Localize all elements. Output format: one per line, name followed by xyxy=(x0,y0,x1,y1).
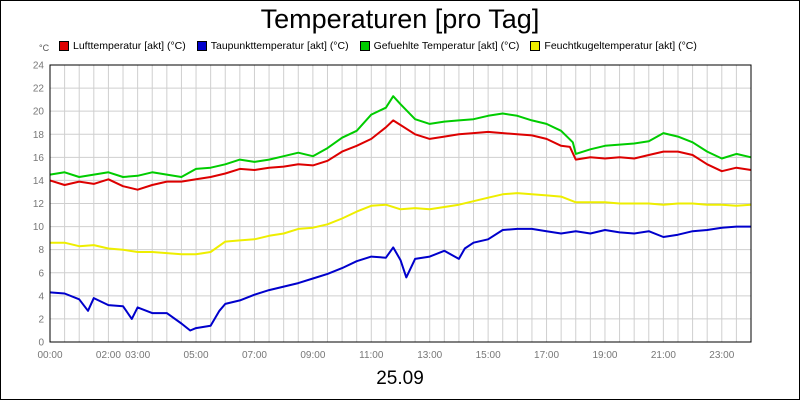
x-tick-label: 09:00 xyxy=(300,350,325,361)
series-line-3 xyxy=(50,192,752,256)
legend-item-feuchtkugeltemperatur: Feuchtkugeltemperatur [akt] (°C) xyxy=(530,40,697,52)
legend-label-feuchtkugeltemperatur: Feuchtkugeltemperatur [akt] (°C) xyxy=(544,40,697,52)
y-tick-label: 12 xyxy=(33,199,45,210)
legend-label-taupunkttemperatur: Taupunkttemperatur [akt] (°C) xyxy=(210,40,349,52)
x-tick-label: 19:00 xyxy=(592,350,617,361)
y-tick-label: 22 xyxy=(33,84,45,95)
x-tick-label: 05:00 xyxy=(184,350,209,361)
plot-border xyxy=(49,64,752,343)
legend-item-lufttemperatur: Lufttemperatur [akt] (°C) xyxy=(59,40,186,52)
x-axis-date-label: 25.09 xyxy=(376,368,424,389)
y-tick-label: 20 xyxy=(33,107,45,118)
y-tick-label: 10 xyxy=(33,222,45,233)
x-tick-label: 21:00 xyxy=(651,350,676,361)
x-tick-label: 15:00 xyxy=(476,350,501,361)
series-line-0 xyxy=(49,119,752,191)
x-tick-label: 13:00 xyxy=(417,350,442,361)
legend-swatch-taupunkttemperatur xyxy=(196,41,207,51)
y-tick-label: 4 xyxy=(38,291,44,302)
legend-label-gefuehlte-temperatur: Gefuehlte Temperatur [akt] (°C) xyxy=(373,40,520,52)
y-tick-label: 6 xyxy=(38,268,44,279)
y-tick-label: 8 xyxy=(38,245,44,256)
y-axis-unit-label: °C xyxy=(39,43,50,53)
chart-title: Temperaturen [pro Tag] xyxy=(260,4,540,34)
legend-swatch-lufttemperatur xyxy=(59,41,69,51)
y-tick-label: 14 xyxy=(33,176,45,187)
legend-swatch-feuchtkugeltemperatur xyxy=(530,41,541,51)
y-tick-label: 24 xyxy=(33,61,45,72)
y-tick-label: 18 xyxy=(33,130,45,141)
y-tick-label: 16 xyxy=(33,153,45,164)
legend-swatch-gefuehlte-temperatur xyxy=(359,41,370,51)
x-tick-label: 00:00 xyxy=(37,350,62,361)
series-line-2 xyxy=(49,95,752,178)
legend-item-taupunkttemperatur: Taupunkttemperatur [akt] (°C) xyxy=(196,40,349,52)
legend-label-lufttemperatur: Lufttemperatur [akt] (°C) xyxy=(73,40,186,52)
y-tick-label: 2 xyxy=(38,314,44,325)
x-tick-label: 11:00 xyxy=(359,350,384,361)
series-line-1 xyxy=(49,225,751,332)
y-tick-label: 0 xyxy=(38,338,44,349)
x-tick-label: 23:00 xyxy=(709,350,734,361)
chart-legend: Lufttemperatur [akt] (°C) Taupunkttemper… xyxy=(59,39,708,53)
x-tick-label: 02:00 xyxy=(96,350,121,361)
x-tick-label: 17:00 xyxy=(534,350,559,361)
x-tick-label: 03:00 xyxy=(125,350,150,361)
legend-item-gefuehlte-temperatur: Gefuehlte Temperatur [akt] (°C) xyxy=(359,40,520,52)
x-tick-label: 07:00 xyxy=(242,350,267,361)
